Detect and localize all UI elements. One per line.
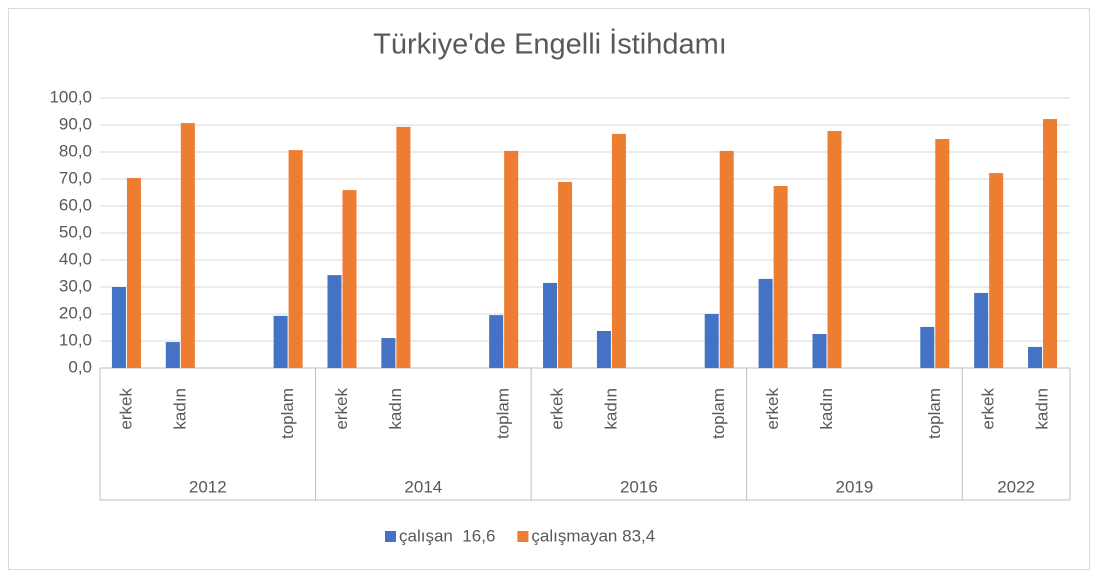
y-tick-label: 40,0	[59, 249, 92, 268]
y-tick-label: 70,0	[59, 168, 92, 187]
x-tick-label: erkek	[116, 388, 135, 430]
bar	[773, 186, 788, 368]
bar	[596, 331, 611, 368]
bar	[935, 139, 950, 368]
chart-title: Türkiye'de Engelli İstihdamı	[373, 28, 727, 61]
bar	[342, 190, 357, 368]
bar	[1043, 119, 1058, 368]
legend-swatch	[385, 531, 396, 542]
bar	[381, 338, 396, 368]
bar	[288, 150, 303, 368]
bar	[704, 314, 719, 368]
group-label: 2012	[189, 477, 227, 496]
bar	[827, 130, 842, 368]
x-tick-label: kadın	[817, 388, 836, 430]
x-tick-label: kadın	[1033, 388, 1052, 430]
bar	[920, 326, 935, 368]
y-tick-label: 90,0	[59, 114, 92, 133]
bar	[1028, 346, 1043, 368]
x-tick-label: toplam	[925, 388, 944, 439]
x-tick-label: erkek	[763, 388, 782, 430]
bar	[165, 342, 180, 368]
y-tick-label: 80,0	[59, 141, 92, 160]
bar	[126, 177, 141, 368]
x-tick-label: toplam	[278, 388, 297, 439]
y-tick-label: 50,0	[59, 222, 92, 241]
bar	[812, 333, 827, 368]
bar	[611, 133, 626, 368]
bar	[989, 173, 1004, 368]
bar	[974, 292, 989, 368]
y-tick-label: 10,0	[59, 330, 92, 349]
bar	[327, 275, 342, 368]
y-tick-label: 30,0	[59, 276, 92, 295]
bar	[111, 287, 126, 368]
legend-label: çalışmayan 83,4	[531, 526, 655, 545]
group-label: 2022	[997, 477, 1035, 496]
y-tick-label: 100,0	[49, 87, 92, 106]
bar	[273, 315, 288, 368]
x-tick-label: toplam	[494, 388, 513, 439]
x-tick-label: kadın	[170, 388, 189, 430]
x-tick-label: toplam	[709, 388, 728, 439]
x-tick-label: erkek	[548, 388, 567, 430]
bar	[758, 278, 773, 368]
legend-swatch	[517, 531, 529, 542]
bar	[489, 315, 504, 368]
bar	[719, 150, 734, 368]
bar	[180, 123, 195, 368]
x-tick-label: kadın	[386, 388, 405, 430]
bar	[543, 282, 558, 368]
bar	[396, 126, 411, 368]
x-tick-label: kadın	[601, 388, 620, 430]
x-tick-label: erkek	[332, 388, 351, 430]
y-tick-label: 0,0	[68, 357, 92, 376]
bar	[558, 181, 573, 368]
legend-label: çalışan 16,6	[399, 526, 495, 545]
group-label: 2016	[620, 477, 658, 496]
bar	[504, 150, 519, 368]
x-tick-label: erkek	[979, 388, 998, 430]
group-label: 2014	[404, 477, 442, 496]
y-tick-label: 20,0	[59, 303, 92, 322]
y-tick-label: 60,0	[59, 195, 92, 214]
group-label: 2019	[836, 477, 874, 496]
